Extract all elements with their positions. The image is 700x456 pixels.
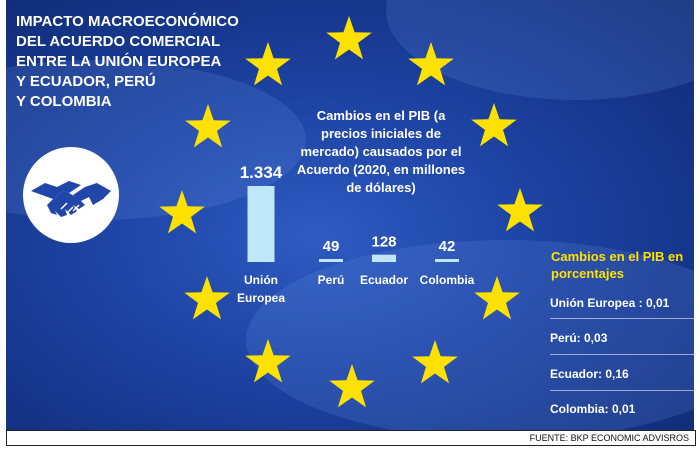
background-panel: IMPACTO MACROECONÓMICO DEL ACUERDO COMER… — [6, 0, 694, 430]
star-icon — [471, 103, 517, 147]
bar — [319, 259, 343, 262]
title-line: Y COLOMBIA — [16, 93, 112, 110]
star-icon — [245, 42, 291, 86]
bar — [247, 186, 275, 262]
title-line: Y ECUADOR, PERÚ — [16, 73, 156, 90]
star-icon — [408, 42, 454, 86]
category-label: Unión — [244, 273, 278, 287]
star-icon — [326, 16, 372, 60]
page-title: IMPACTO MACROECONÓMICO DEL ACUERDO COMER… — [16, 12, 246, 112]
star-icon — [329, 364, 375, 408]
title-line: IMPACTO MACROECONÓMICO — [16, 13, 239, 30]
data-label: 128 — [371, 234, 396, 251]
divider — [550, 390, 694, 391]
star-icon — [474, 276, 520, 320]
chart-title: Cambios en el PIB (a precios iniciales d… — [296, 108, 466, 195]
data-label: 42 — [439, 238, 456, 255]
star-icon — [159, 190, 205, 234]
divider — [550, 354, 694, 355]
category-label: Colombia — [420, 273, 475, 287]
star-icon — [412, 340, 458, 384]
category-label: Perú — [318, 273, 345, 287]
side-item: Perú: 0,03 — [550, 331, 608, 345]
category-label: Ecuador — [360, 273, 408, 287]
side-item: Colombia: 0,01 — [550, 402, 636, 416]
handshake-icon — [31, 181, 111, 217]
side-panel-title: Cambios en el PIB en porcentajes — [551, 249, 684, 281]
eu-stars — [159, 16, 543, 408]
category-label: Europea — [237, 291, 285, 305]
data-label: 49 — [323, 238, 340, 255]
source-footer: FUENTE: BKP ECONOMIC ADVISROS — [6, 430, 696, 446]
star-icon — [497, 188, 543, 232]
star-icon — [245, 339, 291, 383]
star-icon — [184, 276, 230, 320]
bar — [435, 259, 459, 262]
title-line: ENTRE LA UNIÓN EUROPEA — [16, 53, 222, 70]
side-item: Ecuador: 0,16 — [550, 367, 629, 381]
star-icon — [185, 104, 231, 148]
background-wave — [246, 240, 694, 430]
divider — [550, 318, 694, 319]
title-line: DEL ACUERDO COMERCIAL — [16, 33, 221, 50]
bar — [372, 254, 396, 262]
handshake-badge — [23, 147, 119, 243]
side-item: Unión Europea : 0,01 — [550, 296, 670, 310]
bar-chart: 1.334 Unión Europea 49 Perú 128 Ecuador 42 Colom… — [237, 163, 475, 305]
data-label: 1.334 — [240, 163, 283, 182]
